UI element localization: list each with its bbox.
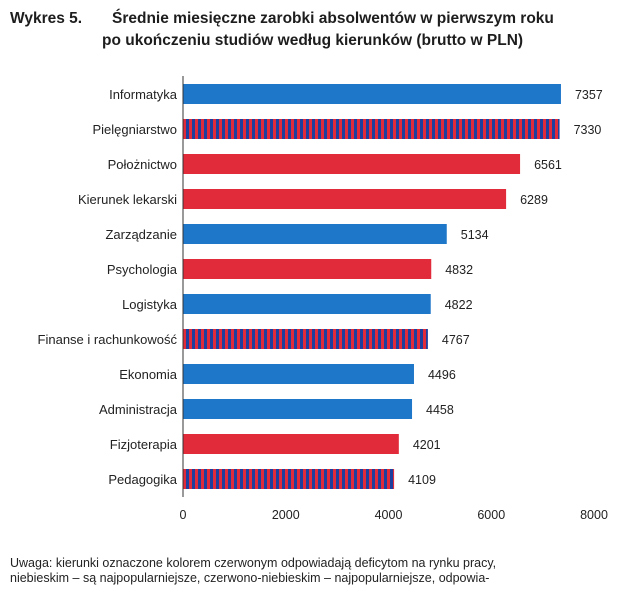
bars-layer: Informatyka 7357 Pielęgniarstwo 7330 Położni… — [38, 84, 603, 489]
data-label: 4458 — [426, 403, 454, 417]
bar — [183, 329, 428, 349]
bar — [183, 434, 399, 454]
data-label: 6561 — [534, 158, 562, 172]
data-label: 7357 — [575, 88, 603, 102]
bar — [183, 259, 432, 279]
footnote: Uwaga: kierunki oznaczone kolorem czerwo… — [10, 556, 622, 586]
bar — [183, 224, 447, 244]
data-label: 4767 — [442, 333, 470, 347]
category-label: Pedagogika — [108, 472, 177, 487]
data-label: 4201 — [413, 438, 441, 452]
x-tick-label: 2000 — [272, 508, 300, 522]
figure-title-line-2: po ukończeniu studiów według kierunków (… — [102, 32, 524, 49]
data-label: 4496 — [428, 368, 456, 382]
bar — [183, 364, 414, 384]
category-label: Informatyka — [109, 87, 178, 102]
x-tick-label: 8000 — [580, 508, 608, 522]
data-label: 4832 — [445, 263, 473, 277]
category-label: Położnictwo — [108, 157, 177, 172]
figure-label: Wykres 5. — [10, 10, 83, 27]
category-label: Finanse i rachunkowość — [38, 332, 178, 347]
bar — [183, 294, 431, 314]
bar — [183, 189, 507, 209]
data-label: 7330 — [574, 123, 602, 137]
bar — [183, 84, 561, 104]
data-label: 4822 — [445, 298, 473, 312]
data-label: 5134 — [461, 228, 489, 242]
bar — [183, 399, 413, 419]
category-label: Ekonomia — [119, 367, 178, 382]
category-label: Administracja — [99, 402, 178, 417]
category-label: Logistyka — [122, 297, 178, 312]
x-tick-label: 0 — [180, 508, 187, 522]
data-label: 6289 — [520, 193, 548, 207]
x-axis: 0 2000 4000 6000 8000 — [180, 76, 608, 522]
figure-title-line-1: Średnie miesięczne zarobki absolwentów w… — [112, 10, 554, 27]
bar — [183, 119, 560, 139]
category-label: Fizjoterapia — [110, 437, 178, 452]
x-tick-label: 6000 — [477, 508, 505, 522]
category-label: Zarządzanie — [105, 227, 177, 242]
category-label: Pielęgniarstwo — [92, 122, 177, 137]
bar — [183, 154, 521, 174]
bar-chart: Informatyka 7357 Pielęgniarstwo 7330 Położni… — [38, 76, 608, 522]
category-label: Kierunek lekarski — [78, 192, 177, 207]
footnote-line-1: Uwaga: kierunki oznaczone kolorem czerwo… — [10, 556, 497, 570]
footnote-line-2: niebieskim – są najpopularniejsze, czerw… — [10, 571, 490, 585]
x-tick-label: 4000 — [375, 508, 403, 522]
bar — [183, 469, 395, 489]
category-label: Psychologia — [107, 262, 178, 277]
data-label: 4109 — [408, 473, 436, 487]
